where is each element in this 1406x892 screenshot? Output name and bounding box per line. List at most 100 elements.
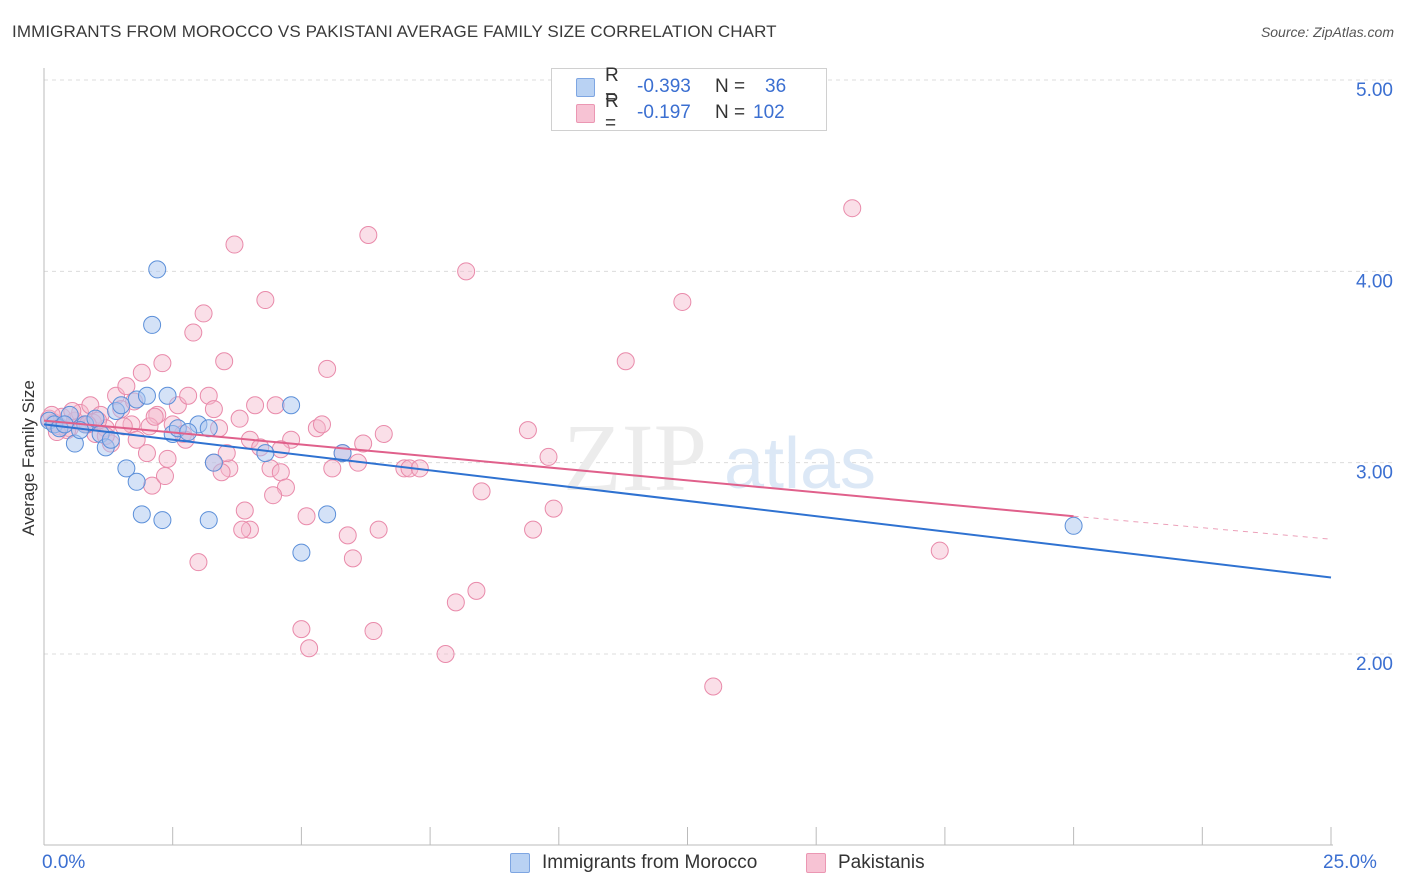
- n-value: 36: [765, 76, 787, 97]
- morocco-trend-line: [43, 423, 1332, 579]
- pakistani-point: [312, 415, 331, 434]
- morocco-point: [112, 396, 131, 415]
- legend-item-morocco[interactable]: Immigrants from Morocco: [510, 852, 757, 874]
- watermark-zip: ZIP: [563, 404, 707, 511]
- grid-lines: [44, 79, 1394, 655]
- pakistani-point: [297, 507, 316, 526]
- pakistani-point: [271, 463, 290, 482]
- trend-lines: [43, 419, 1332, 579]
- pakistani-point: [544, 499, 563, 518]
- pakistani-point: [467, 581, 486, 600]
- pakistani-point: [524, 520, 543, 539]
- morocco-point: [318, 505, 337, 524]
- morocco-swatch: [510, 853, 530, 873]
- pakistani-point: [215, 352, 234, 371]
- pakistani-point: [194, 304, 213, 323]
- pakistani-point: [199, 386, 218, 405]
- pakistani-point: [145, 407, 164, 426]
- pakistani-point: [256, 291, 275, 310]
- pakistani-point: [292, 620, 311, 639]
- pakistani-trend-line: [43, 419, 1074, 518]
- n-label: N =: [715, 76, 746, 97]
- pakistani-point: [300, 639, 319, 658]
- morocco-point: [256, 444, 275, 463]
- morocco-point: [292, 543, 311, 562]
- morocco-point: [158, 386, 177, 405]
- morocco-point: [132, 505, 151, 524]
- pakistani-point: [359, 225, 378, 244]
- r-label: R =: [605, 91, 619, 134]
- stats-legend: R = -0.393 N = 36 R = -0.197 N = 102: [551, 65, 827, 134]
- morocco-point: [143, 315, 162, 334]
- n-label: N =: [715, 102, 746, 123]
- pakistani-point: [704, 677, 723, 696]
- morocco-point: [101, 430, 120, 449]
- legend-label: Pakistanis: [838, 852, 925, 873]
- pakistani-point: [472, 482, 491, 501]
- pakistani-point: [354, 434, 373, 453]
- pakistani-point: [323, 459, 342, 478]
- pakistani-point: [457, 262, 476, 281]
- chart-title: IMMIGRANTS FROM MOROCCO VS PAKISTANI AVE…: [12, 22, 777, 41]
- morocco-points: [40, 260, 1083, 562]
- series-legend: Immigrants from Morocco Pakistanis: [0, 852, 1406, 876]
- y-tick-label: 5.00: [1356, 80, 1393, 101]
- pakistani-point: [539, 447, 558, 466]
- y-tick-label: 3.00: [1356, 463, 1393, 484]
- pakistani-point: [179, 386, 198, 405]
- pakistani-point: [264, 486, 283, 505]
- y-axis-title: Average Family Size: [19, 380, 38, 536]
- legend-item-pakistanis[interactable]: Pakistanis: [806, 852, 925, 874]
- pakistani-trend-extension: [1073, 515, 1332, 540]
- morocco-swatch: [576, 77, 595, 97]
- r-value: -0.393: [637, 76, 691, 97]
- morocco-point: [137, 386, 156, 405]
- x-tick-label-max: 25.0%: [1323, 852, 1377, 873]
- pakistani-point: [374, 424, 393, 443]
- morocco-point: [282, 396, 301, 415]
- morocco-point: [55, 415, 74, 434]
- pakistani-point: [184, 323, 203, 342]
- pakistani-point: [843, 199, 862, 218]
- source-label: Source: ZipAtlas.com: [1260, 24, 1394, 40]
- pakistani-point: [235, 501, 254, 520]
- pakistani-point: [246, 396, 265, 415]
- pakistani-swatch: [576, 103, 595, 123]
- pakistani-point: [673, 292, 692, 311]
- pakistani-point: [616, 352, 635, 371]
- pakistani-point: [369, 520, 388, 539]
- pakistani-point: [266, 396, 285, 415]
- pakistani-point: [230, 409, 249, 428]
- pakistani-swatch: [806, 853, 826, 873]
- pakistani-point: [338, 526, 357, 545]
- axes: [43, 68, 1333, 846]
- morocco-point: [204, 453, 223, 472]
- legend-row-morocco: R = -0.393 N = 36: [576, 65, 787, 108]
- pakistani-point: [364, 622, 383, 641]
- pakistani-point: [446, 593, 465, 612]
- r-value: -0.197: [637, 102, 691, 123]
- n-value: 102: [753, 102, 785, 123]
- pakistani-point: [132, 363, 151, 382]
- y-tick-label: 4.00: [1356, 271, 1393, 292]
- r-label: R =: [605, 65, 619, 108]
- morocco-point: [199, 419, 218, 438]
- pakistani-point: [155, 467, 174, 486]
- pakistani-point: [158, 449, 177, 468]
- legend-label: Immigrants from Morocco: [542, 852, 758, 873]
- pakistani-point: [137, 444, 156, 463]
- pakistani-point: [225, 235, 244, 254]
- pakistani-point: [233, 520, 252, 539]
- y-tick-labels: 2.00 3.00 4.00 5.00: [1356, 80, 1393, 675]
- pakistani-point: [436, 645, 455, 663]
- morocco-point: [199, 511, 218, 530]
- pakistani-point: [518, 421, 537, 440]
- pakistani-point: [343, 549, 362, 568]
- pakistani-point: [117, 377, 136, 396]
- morocco-point: [179, 423, 198, 442]
- watermark-atlas: atlas: [724, 424, 876, 504]
- pakistani-point: [189, 553, 208, 572]
- pakistani-point: [204, 400, 223, 419]
- morocco-point: [117, 459, 136, 478]
